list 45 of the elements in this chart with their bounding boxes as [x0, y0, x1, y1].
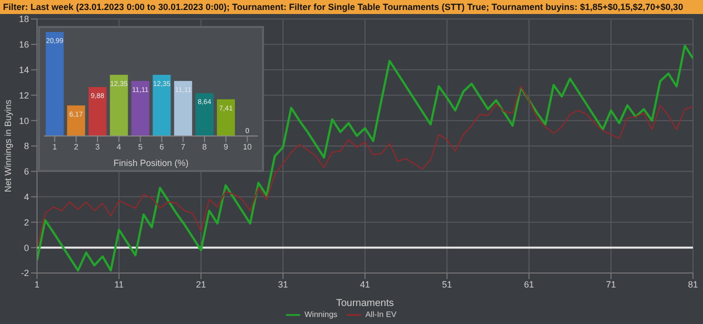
chart-title: Filter: Last week (23.01.2023 0:00 to 30.01.2023 0:00); Tournament: Filter for Single Table Tournaments (STT) True; Tournament buyins: $1,85+$0,15,$2,70+$0,30 [0, 0, 703, 14]
x-tick-label: 5 [138, 142, 144, 152]
bar [67, 105, 86, 136]
x-tick-label: 81 [688, 279, 698, 290]
y-tick-label: 4 [24, 192, 29, 202]
y-tick-label: 0 [24, 242, 29, 253]
x-tick-label: 1 [52, 142, 58, 152]
y-tick-label: 12 [18, 90, 29, 100]
bar [110, 74, 128, 136]
x-tick-label: 7 [180, 142, 186, 152]
bar [131, 80, 150, 136]
x-tick-label: 21 [196, 279, 206, 290]
x-tick-label: 2 [74, 142, 79, 152]
x-tick-label: 6 [159, 142, 164, 152]
y-axis-title: Net Winnings in Buyins [3, 99, 14, 192]
y-tick-label: 6 [24, 166, 29, 177]
x-tick-label: 41 [360, 279, 370, 290]
bar [88, 87, 107, 136]
bar [152, 74, 171, 136]
x-tick-label: 11 [114, 279, 124, 290]
y-tick-label: 14 [18, 64, 29, 75]
bar [174, 80, 192, 136]
bar [46, 32, 64, 136]
x-tick-label: 4 [116, 142, 122, 152]
x-tick-label: 61 [524, 279, 534, 290]
line-series [37, 86, 693, 248]
x-axis-title: Finish Position (%) [113, 158, 189, 168]
legend-label: All-In EV [365, 310, 397, 320]
y-tick-label: 18 [18, 14, 29, 24]
x-axis-title: Tournaments [336, 298, 394, 309]
x-tick-label: 51 [442, 279, 452, 290]
bar [216, 99, 235, 136]
x-tick-label: 10 [242, 142, 252, 152]
legend-label: Winnings [304, 310, 338, 320]
y-tick-label: 10 [18, 116, 29, 126]
y-tick-label: 16 [18, 40, 29, 50]
x-tick-label: 31 [278, 279, 288, 290]
x-tick-label: 1 [34, 279, 40, 290]
bar [196, 93, 214, 136]
x-tick-label: 9 [224, 142, 229, 152]
x-tick-label: 8 [202, 142, 208, 152]
y-tick-label: -2 [20, 268, 29, 278]
x-tick-label: 71 [606, 279, 616, 290]
x-tick-label: 3 [95, 142, 100, 152]
y-tick-label: 2 [24, 217, 29, 228]
